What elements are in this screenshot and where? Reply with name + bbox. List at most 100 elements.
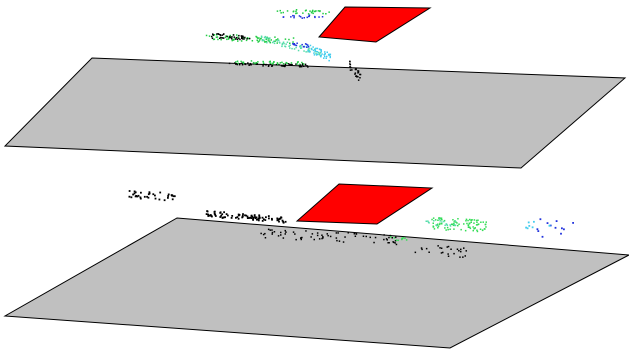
bottom-green-cluster-point xyxy=(481,229,484,231)
bottom-black-streak-point xyxy=(385,238,388,240)
bottom-black-streak-point xyxy=(392,241,394,243)
bottom-green-cluster-point xyxy=(480,221,482,223)
bottom-black-streak-point xyxy=(386,239,388,241)
bottom-black-tail-point xyxy=(440,252,443,254)
top-teal-band-point xyxy=(314,48,316,50)
top-green-band-point xyxy=(208,35,211,37)
top-teal-band-point xyxy=(267,37,269,39)
top-black-low-point xyxy=(241,64,244,66)
bottom-black-streak-point xyxy=(316,232,319,234)
bottom-black-streak-point xyxy=(321,234,323,236)
top-black-low-point xyxy=(247,62,249,64)
bottom-black-scatter-point xyxy=(132,193,134,196)
top-green-low-point xyxy=(285,61,287,64)
bottom-green-cluster-point xyxy=(455,221,457,223)
bottom-green-cluster-point xyxy=(469,218,471,221)
top-teal-band-point xyxy=(307,51,309,53)
top-green-low-point xyxy=(281,61,283,64)
top-black-tail-point xyxy=(349,63,352,66)
bottom-teal-cluster-point xyxy=(454,224,457,226)
bottom-black-scatter-point xyxy=(172,195,175,198)
top-black-tail-point xyxy=(349,66,351,68)
top-teal-band-point xyxy=(265,37,267,39)
bottom-black-streak-point xyxy=(284,233,286,235)
top-green-band-point xyxy=(227,37,230,39)
top-blue-band-point xyxy=(293,43,296,45)
top-black-band-point xyxy=(238,34,240,37)
top-green-band-point xyxy=(277,38,279,40)
top-black-band-point xyxy=(242,35,244,37)
top-teal-band-point xyxy=(272,41,274,44)
top-green-low-point xyxy=(296,61,299,63)
bottom-green-cluster-point xyxy=(440,217,442,219)
top-green-band-point xyxy=(237,40,239,42)
bottom-black-dense-point xyxy=(278,220,280,223)
bottom-black-dense-point xyxy=(231,215,234,217)
top-green-band-point xyxy=(257,41,259,43)
bottom-green-cluster-point xyxy=(473,227,476,230)
top-teal-band-point xyxy=(319,51,322,54)
bottom-green-cluster-point xyxy=(482,221,484,223)
bottom-cyan-scatter-point xyxy=(531,226,534,229)
top-black-tail-point xyxy=(357,79,360,81)
top-cyan-band-point xyxy=(316,54,318,56)
bottom-black-streak-point xyxy=(264,232,266,235)
bottom-black-scatter-point xyxy=(143,195,146,198)
top-black-band-point xyxy=(236,38,239,40)
top-teal-band-point xyxy=(318,53,321,56)
top-green-band-point xyxy=(258,39,261,41)
top-teal-band-point xyxy=(286,41,289,43)
bottom-black-streak-point xyxy=(336,239,338,242)
top-teal-band-point xyxy=(308,49,310,51)
bottom-black-dense-point xyxy=(282,220,284,223)
bottom-green-low-point xyxy=(393,237,396,239)
bottom-green-cluster-point xyxy=(469,226,471,228)
top-blue-band-point xyxy=(292,43,294,45)
bottom-green-cluster-point xyxy=(465,220,467,222)
top-teal-band-point xyxy=(281,45,283,48)
top-teal-band-point xyxy=(297,49,300,52)
bottom-black-streak-point xyxy=(344,236,346,238)
top-black-band-point xyxy=(248,37,251,40)
bottom-teal-cluster-point xyxy=(446,224,449,226)
bottom-green-cluster-point xyxy=(431,218,433,221)
bottom-black-tail-point xyxy=(460,248,462,251)
bottom-black-dense-point xyxy=(236,216,239,218)
top-black-low-point xyxy=(303,65,305,67)
bottom-black-scatter-point xyxy=(133,192,136,195)
top-green-low-point xyxy=(271,63,274,65)
top-green-arc-point xyxy=(315,10,317,12)
bottom-black-scatter-point xyxy=(171,194,174,197)
top-green-band-point xyxy=(284,38,287,40)
bottom-black-dense-point xyxy=(208,214,211,217)
top-green-band-point xyxy=(260,37,262,40)
bottom-black-dense-point xyxy=(253,214,256,216)
top-blue-arc-point xyxy=(314,16,316,19)
top-green-band-point xyxy=(258,40,260,43)
bottom-black-streak-point xyxy=(264,237,267,239)
top-black-tail-point xyxy=(357,76,359,78)
top-black-low-point xyxy=(306,65,308,67)
top-cyan-band-point xyxy=(320,50,322,52)
bottom-black-dense-point xyxy=(250,214,253,217)
top-black-low-point xyxy=(248,64,250,66)
bottom-black-tail-point xyxy=(447,255,450,257)
top-green-low-point xyxy=(250,60,253,62)
top-green-low-point xyxy=(272,62,274,64)
bottom-green-cluster-point xyxy=(457,224,459,227)
bottom-black-dense-point xyxy=(264,219,267,221)
bottom-black-streak-point xyxy=(374,236,377,239)
top-teal-band-point xyxy=(289,44,291,46)
top-green-arc-point xyxy=(322,12,324,15)
top-green-band-point xyxy=(240,40,243,42)
top-black-tail-point xyxy=(354,73,356,75)
top-green-arc-point xyxy=(312,12,314,15)
top-blue-arc-point xyxy=(303,17,305,19)
top-black-band-point xyxy=(211,35,213,38)
bottom-green-cluster-point xyxy=(472,226,474,228)
bottom-black-scatter-point xyxy=(137,194,140,197)
top-black-band-point xyxy=(219,37,221,39)
top-black-low-point xyxy=(280,65,283,67)
top-teal-band-point xyxy=(276,40,279,42)
bottom-green-low-point xyxy=(404,237,406,239)
